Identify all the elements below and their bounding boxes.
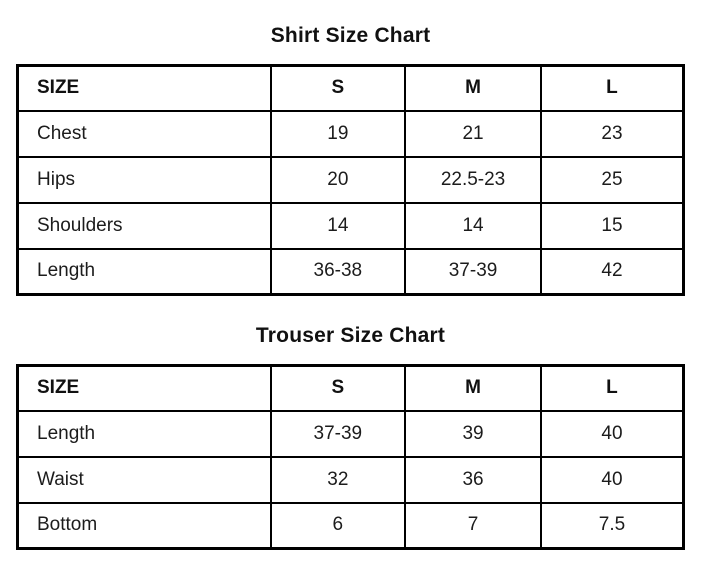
value-cell: 7 <box>404 501 542 550</box>
value-cell: 14 <box>269 201 407 250</box>
header-cell-s: S <box>269 64 407 112</box>
value-cell: 15 <box>539 201 685 250</box>
value-cell: 37-39 <box>269 409 407 458</box>
shirt-size-table: SIZE S M L Chest 19 21 23 Hips 20 22.5-2… <box>16 64 685 296</box>
value-cell: 39 <box>404 409 542 458</box>
table-row: Length 36-38 37-39 42 <box>16 247 685 296</box>
value-cell: 42 <box>539 247 685 296</box>
shirt-chart-title: Shirt Size Chart <box>270 24 431 47</box>
header-cell-size: SIZE <box>16 64 272 112</box>
value-cell: 37-39 <box>404 247 542 296</box>
value-cell: 21 <box>404 109 542 158</box>
row-label-cell: Length <box>16 247 272 296</box>
table-row: Waist 32 36 40 <box>16 455 685 504</box>
value-cell: 32 <box>269 455 407 504</box>
row-label-cell: Shoulders <box>16 201 272 250</box>
value-cell: 20 <box>269 155 407 204</box>
value-cell: 40 <box>539 409 685 458</box>
value-cell: 7.5 <box>539 501 685 550</box>
value-cell: 36-38 <box>269 247 407 296</box>
value-cell: 40 <box>539 455 685 504</box>
value-cell: 22.5-23 <box>404 155 542 204</box>
table-row: Chest 19 21 23 <box>16 109 685 158</box>
trouser-chart-title: Trouser Size Chart <box>255 324 446 347</box>
table-header-row: SIZE S M L <box>16 364 685 412</box>
table-row: Shoulders 14 14 15 <box>16 201 685 250</box>
header-cell-m: M <box>404 364 542 412</box>
row-label-cell: Bottom <box>16 501 272 550</box>
header-cell-s: S <box>269 364 407 412</box>
header-cell-l: L <box>539 364 685 412</box>
table-row: Hips 20 22.5-23 25 <box>16 155 685 204</box>
row-label-cell: Length <box>16 409 272 458</box>
value-cell: 19 <box>269 109 407 158</box>
value-cell: 6 <box>269 501 407 550</box>
row-label-cell: Chest <box>16 109 272 158</box>
row-label-cell: Waist <box>16 455 272 504</box>
header-cell-m: M <box>404 64 542 112</box>
header-cell-size: SIZE <box>16 364 272 412</box>
value-cell: 36 <box>404 455 542 504</box>
value-cell: 25 <box>539 155 685 204</box>
table-row: Bottom 6 7 7.5 <box>16 501 685 550</box>
table-header-row: SIZE S M L <box>16 64 685 112</box>
header-cell-l: L <box>539 64 685 112</box>
table-row: Length 37-39 39 40 <box>16 409 685 458</box>
row-label-cell: Hips <box>16 155 272 204</box>
value-cell: 23 <box>539 109 685 158</box>
value-cell: 14 <box>404 201 542 250</box>
trouser-size-table: SIZE S M L Length 37-39 39 40 Waist 32 3… <box>16 364 685 550</box>
